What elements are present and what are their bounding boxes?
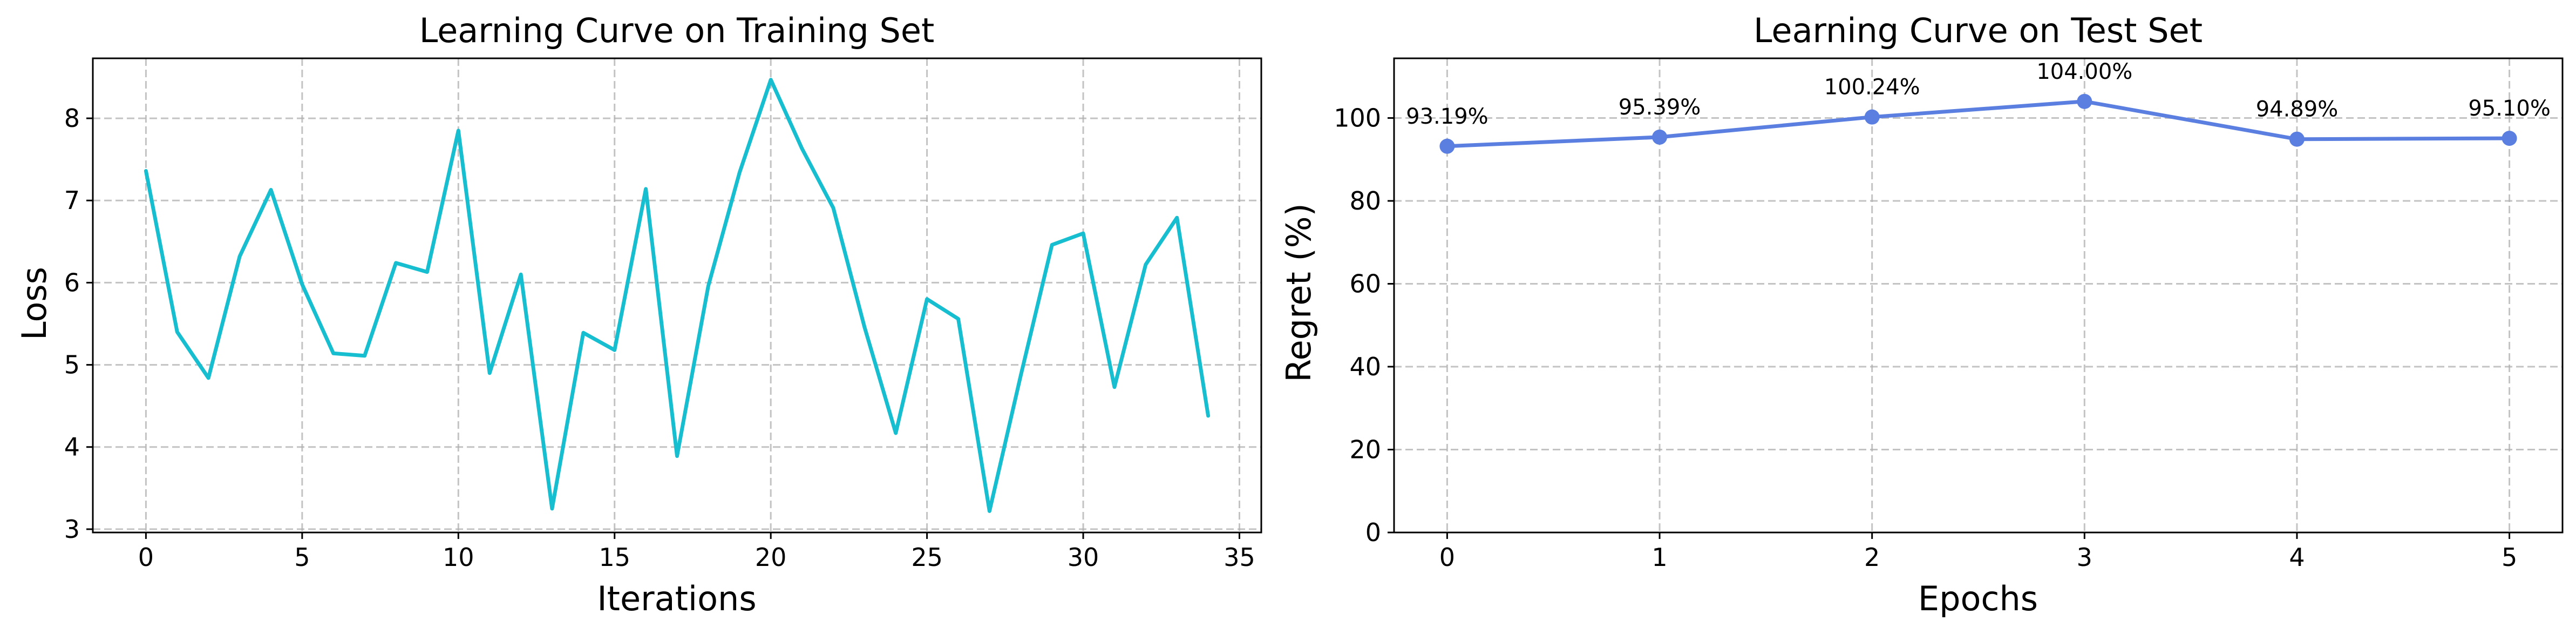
data-label: 94.89%: [2256, 97, 2339, 122]
x-tick-label: 0: [1439, 543, 1455, 572]
data-point: [1439, 138, 1455, 154]
y-tick-label: 7: [64, 186, 80, 215]
training-loss-chart: Learning Curve on Training Set Iteration…: [15, 11, 1262, 618]
y-tick-label: 60: [1349, 269, 1381, 299]
y-tick-label: 80: [1349, 186, 1381, 215]
x-tick-label: 5: [294, 543, 310, 572]
data-label: 100.24%: [1824, 75, 1920, 100]
plot-area: 93.19% 95.39% 100.24% 104.00% 94.89% 95.10%: [1406, 59, 2551, 154]
y-tick-label: 20: [1349, 435, 1381, 464]
x-tick-label: 0: [138, 543, 154, 572]
y-tick-label: 100: [1334, 104, 1381, 133]
y-tick-label: 5: [64, 350, 80, 380]
series-line: [144, 78, 1211, 513]
data-label: 95.39%: [1619, 95, 1701, 120]
x-tick-label: 15: [599, 543, 630, 572]
y-axis-label: Regret (%): [1279, 203, 1318, 382]
data-label: 95.10%: [2468, 96, 2551, 121]
chart-title: Learning Curve on Training Set: [419, 11, 935, 50]
x-tick-label: 4: [2289, 543, 2305, 572]
gridlines: [1394, 58, 2563, 534]
gridlines: [93, 58, 1261, 532]
x-axis-label: Iterations: [597, 579, 756, 618]
axes-frame: [1393, 57, 2564, 534]
x-tick-label: 3: [2077, 543, 2092, 572]
plot-area: [144, 78, 1211, 513]
y-tick-label: 8: [64, 104, 80, 133]
ticks: 0 1 2 3 4 5 0 20 40 60 80 100: [1334, 104, 2517, 572]
x-tick-label: 1: [1651, 543, 1667, 572]
y-axis-label: Loss: [15, 267, 54, 340]
y-tick-label: 6: [64, 268, 80, 297]
chart-title: Learning Curve on Test Set: [1753, 11, 2203, 50]
data-point: [2289, 131, 2305, 147]
x-tick-label: 25: [911, 543, 943, 572]
test-regret-chart: Learning Curve on Test Set Epochs Regret…: [1279, 11, 2564, 618]
data-point: [1652, 129, 1668, 145]
data-label: 104.00%: [2036, 59, 2132, 84]
y-tick-label: 0: [1365, 518, 1381, 547]
ticks: 0 5 10 15 20 25 30 35 3 4 5 6 7 8: [64, 104, 1255, 572]
x-tick-label: 20: [755, 543, 787, 572]
series-line: [1445, 99, 2512, 149]
x-tick-label: 30: [1068, 543, 1099, 572]
y-tick-label: 3: [64, 515, 80, 544]
x-axis-label: Epochs: [1918, 579, 2038, 618]
x-tick-label: 2: [1864, 543, 1880, 572]
data-point: [2077, 93, 2092, 109]
x-tick-label: 10: [443, 543, 474, 572]
data-point: [1864, 109, 1880, 125]
y-tick-label: 40: [1349, 352, 1381, 381]
axes-frame: [92, 57, 1262, 534]
x-tick-label: 5: [2502, 543, 2517, 572]
x-tick-label: 35: [1224, 543, 1255, 572]
data-point: [2502, 131, 2517, 146]
data-label: 93.19%: [1406, 104, 1488, 129]
y-tick-label: 4: [64, 433, 80, 462]
